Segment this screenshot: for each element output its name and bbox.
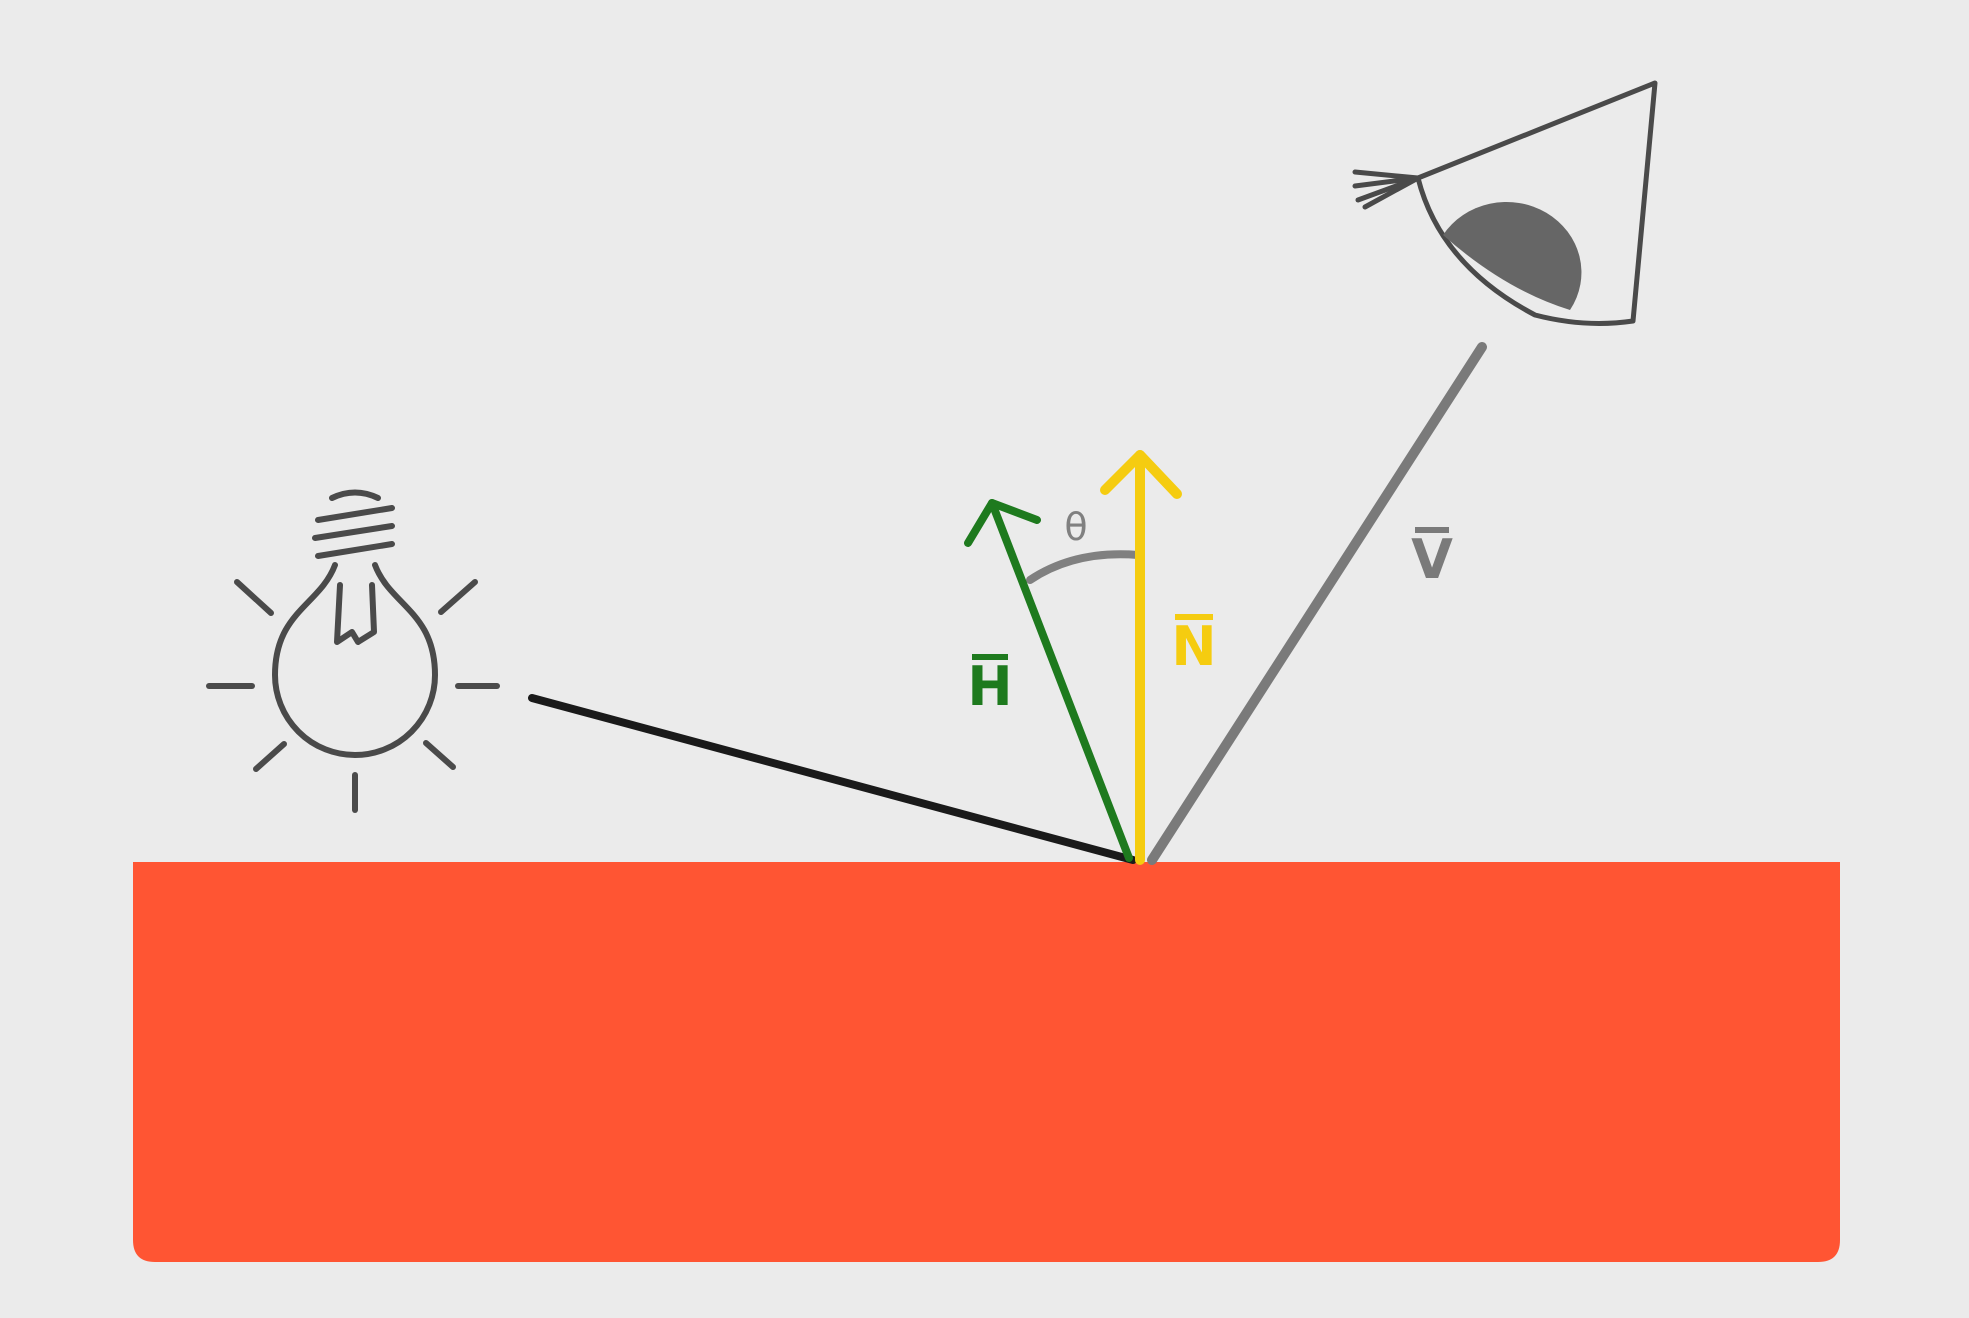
angle-arc (1026, 550, 1142, 584)
eye-icon (1352, 80, 1658, 326)
normal-label: N (1171, 615, 1216, 678)
light-bulb-icon (206, 489, 500, 813)
view-ray (1147, 342, 1487, 865)
eye-iris (1443, 201, 1582, 310)
light-ray (528, 694, 1137, 864)
half-vector-arrow (964, 499, 1133, 862)
normal-arrow (1100, 450, 1182, 865)
view-label: V (1411, 528, 1453, 591)
surface (133, 862, 1840, 1262)
angle-label: θ (1064, 505, 1087, 549)
half-vector-label: H (967, 655, 1012, 718)
